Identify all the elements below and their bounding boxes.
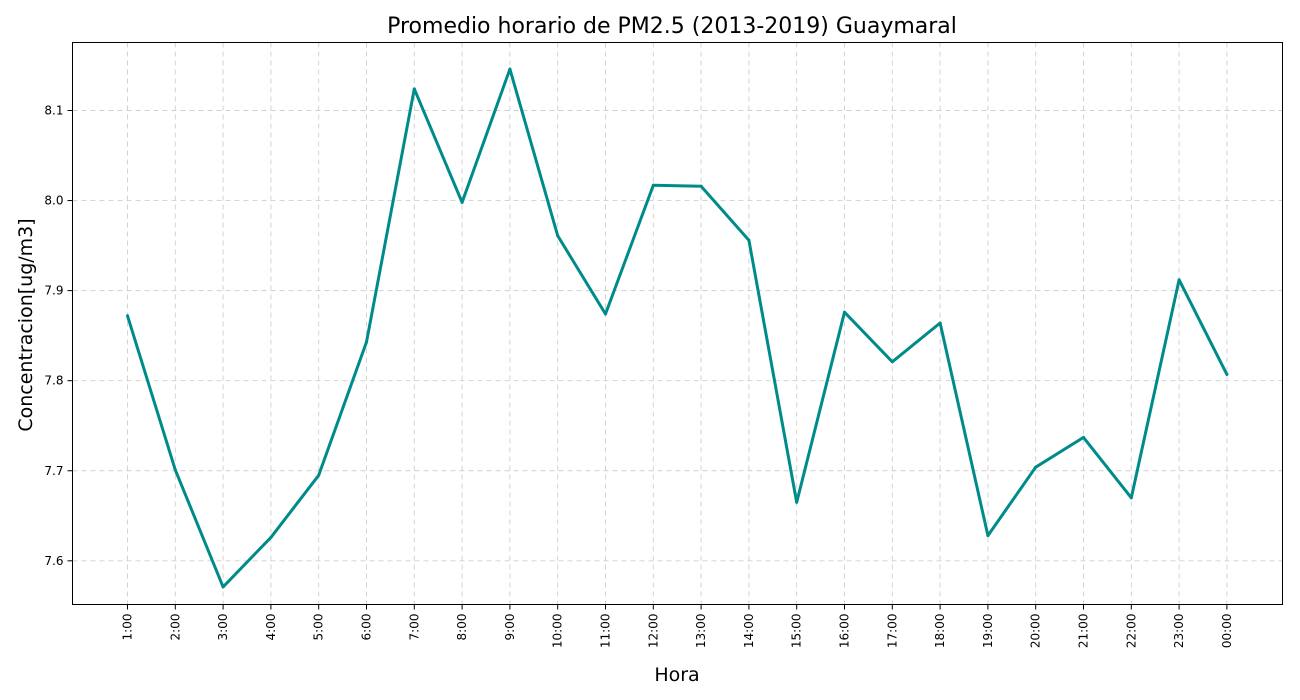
series-layer (126, 67, 1229, 589)
y-tick-label: 7.7 (44, 464, 63, 478)
series-line (126, 67, 1229, 589)
x-tick-label: 16:00 (838, 614, 852, 649)
x-tick-label: 13:00 (694, 614, 708, 649)
x-tick-label: 3:00 (216, 614, 230, 641)
x-tick-label: 2:00 (168, 614, 182, 641)
data-point (126, 314, 129, 318)
data-point (604, 312, 607, 316)
data-point (508, 67, 512, 71)
x-tick-label: 14:00 (742, 614, 756, 649)
y-tick-label: 8.0 (44, 194, 63, 208)
x-tick-label: 18:00 (933, 614, 947, 649)
data-point (1177, 278, 1181, 282)
data-point (843, 310, 846, 314)
data-point (269, 535, 273, 539)
plot-frame (72, 42, 1283, 605)
data-point (938, 321, 942, 325)
data-point (651, 183, 655, 187)
x-tick-label: 8:00 (455, 614, 469, 641)
data-point (1129, 496, 1133, 500)
data-point (890, 360, 894, 364)
x-tick-label: 00:00 (1220, 614, 1234, 649)
y-tick-label: 7.8 (44, 374, 63, 388)
data-point (1034, 465, 1038, 469)
y-tick-label: 7.9 (44, 284, 63, 298)
x-tick-label: 6:00 (360, 614, 374, 641)
x-tick-label: 23:00 (1172, 614, 1186, 649)
x-tick-label: 15:00 (790, 614, 804, 649)
x-tick-label: 20:00 (1029, 614, 1043, 649)
x-tick-label: 7:00 (407, 614, 421, 641)
data-point (221, 585, 225, 589)
x-tick-label: 12:00 (646, 614, 660, 649)
y-axis-label: Concentracion[ug/m3] (15, 218, 37, 431)
data-point (173, 468, 177, 472)
data-point (365, 340, 368, 344)
x-tick-label: 11:00 (599, 614, 613, 649)
y-tick-label: 7.6 (44, 554, 63, 568)
x-tick-label: 22:00 (1124, 614, 1138, 649)
x-tick-label: 17:00 (885, 614, 899, 649)
data-point (556, 234, 560, 238)
data-point (747, 238, 751, 242)
x-tick-label: 9:00 (503, 614, 517, 641)
data-point (317, 473, 321, 477)
x-tick-label: 19:00 (981, 614, 995, 649)
data-point (699, 184, 703, 188)
x-tick-label: 1:00 (121, 614, 135, 641)
data-point (795, 500, 799, 504)
data-point (986, 534, 990, 538)
data-point (1082, 435, 1085, 439)
x-tick-label: 5:00 (312, 614, 326, 641)
x-tick-label: 4:00 (264, 614, 278, 641)
data-point (1225, 372, 1229, 376)
data-point (460, 200, 464, 204)
x-axis-label: Hora (654, 664, 699, 686)
axis-ticks: 1:00 2:00 3:00 4:00 5:00 6:00 7:00 8:00 9:00 10:0… (44, 103, 1233, 648)
data-point (412, 87, 416, 91)
grid (72, 42, 1283, 605)
y-tick-label: 8.1 (44, 103, 63, 117)
x-tick-label: 21:00 (1077, 614, 1091, 649)
x-tick-label: 10:00 (551, 614, 565, 649)
chart-title: Promedio horario de PM2.5 (2013-2019) Gu… (387, 14, 957, 39)
